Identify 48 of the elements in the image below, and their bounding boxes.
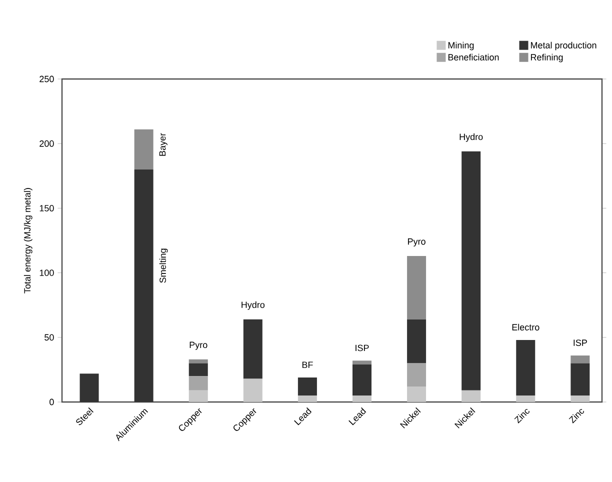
annotation: Pyro xyxy=(190,342,208,350)
bar xyxy=(298,377,317,396)
bar xyxy=(134,169,154,402)
bar xyxy=(188,359,208,364)
bar xyxy=(352,360,372,365)
bar xyxy=(407,363,426,386)
y-tick-label: 50 xyxy=(44,334,54,341)
bar xyxy=(462,151,481,390)
bar xyxy=(243,319,262,379)
bar xyxy=(407,319,426,364)
annotation: ISP xyxy=(574,340,587,346)
bar xyxy=(243,378,262,402)
annotation: Electro xyxy=(512,324,540,330)
bar xyxy=(570,396,590,402)
legend-label: Mining xyxy=(448,42,474,50)
bar xyxy=(298,396,317,402)
bar xyxy=(188,390,208,402)
bar xyxy=(516,396,536,402)
annotation: Bayer xyxy=(159,133,168,156)
bar xyxy=(570,355,590,364)
x-tick-label: Zinc xyxy=(568,409,584,424)
bar xyxy=(462,390,481,402)
annotation: Hydro xyxy=(460,133,483,142)
bar xyxy=(80,374,99,402)
bar xyxy=(407,386,426,402)
bar xyxy=(352,364,372,396)
legend-label: Refining xyxy=(530,54,563,62)
x-tick-label: Zinc xyxy=(514,409,530,424)
legend-label: Metal production xyxy=(530,42,596,50)
annotation: Hydro xyxy=(242,301,265,310)
bar xyxy=(516,340,536,396)
annotation: BF xyxy=(302,362,313,368)
y-tick-label: 0 xyxy=(50,398,54,406)
bar xyxy=(352,396,372,402)
bar xyxy=(188,363,208,376)
legend-label: Beneficiation xyxy=(448,54,499,60)
y-tick-label: 100 xyxy=(40,270,54,276)
y-axis-title: Total energy (MJ/kg metal) xyxy=(24,188,32,294)
y-tick-label: 150 xyxy=(40,205,54,212)
y-tick-label: 250 xyxy=(40,76,54,82)
annotation: Pyro xyxy=(408,238,426,246)
annotation: Smelting xyxy=(159,248,168,283)
bar xyxy=(188,376,208,390)
annotation: ISP xyxy=(356,344,369,352)
bar xyxy=(407,256,426,320)
bar xyxy=(570,363,590,396)
bar xyxy=(134,129,154,170)
y-tick-label: 200 xyxy=(40,140,54,147)
